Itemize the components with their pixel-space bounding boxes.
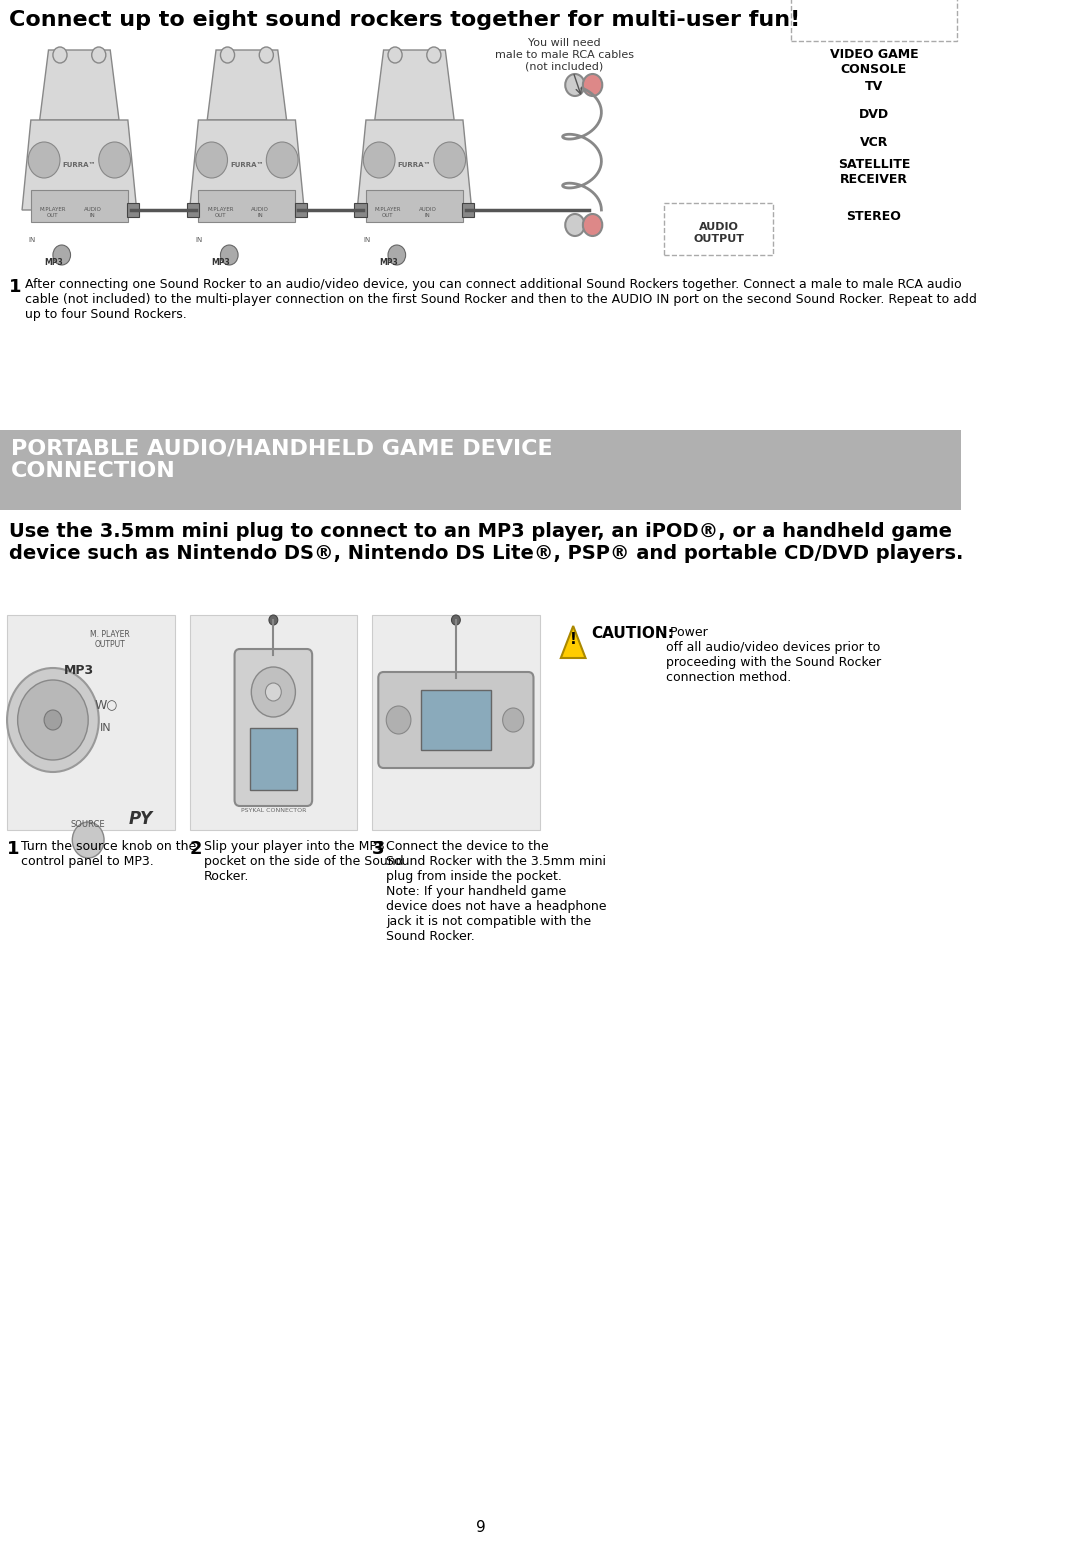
FancyBboxPatch shape	[187, 202, 199, 218]
Polygon shape	[375, 49, 455, 120]
Text: IN: IN	[28, 236, 36, 242]
Text: AUDIO
IN: AUDIO IN	[84, 207, 101, 218]
Text: Connect the device to the
Sound Rocker with the 3.5mm mini
plug from inside the : Connect the device to the Sound Rocker w…	[386, 840, 607, 943]
Polygon shape	[39, 49, 119, 120]
Circle shape	[72, 821, 104, 858]
Text: SATELLITE
RECEIVER: SATELLITE RECEIVER	[838, 157, 910, 185]
Text: FURRA™: FURRA™	[62, 162, 96, 168]
FancyBboxPatch shape	[198, 190, 295, 222]
Circle shape	[266, 682, 281, 701]
Text: You will need
male to male RCA cables
(not included): You will need male to male RCA cables (n…	[495, 39, 634, 71]
Text: IN: IN	[196, 236, 203, 242]
FancyBboxPatch shape	[190, 615, 358, 831]
Circle shape	[259, 46, 274, 63]
Text: Slip your player into the MP3
pocket on the side of the Sound
Rocker.: Slip your player into the MP3 pocket on …	[204, 840, 403, 883]
Circle shape	[566, 215, 584, 236]
Text: CAUTION:: CAUTION:	[591, 625, 674, 641]
Text: Use the 3.5mm mini plug to connect to an MP3 player, an iPOD®, or a handheld gam: Use the 3.5mm mini plug to connect to an…	[9, 522, 964, 564]
Circle shape	[28, 142, 60, 178]
Circle shape	[269, 615, 278, 625]
Text: 1: 1	[7, 840, 20, 858]
Circle shape	[451, 615, 460, 625]
Circle shape	[53, 46, 66, 63]
Circle shape	[434, 142, 465, 178]
Text: MP3: MP3	[211, 258, 230, 267]
Text: MP3: MP3	[44, 258, 63, 267]
Circle shape	[92, 46, 106, 63]
Circle shape	[252, 667, 295, 716]
FancyBboxPatch shape	[366, 190, 463, 222]
Circle shape	[386, 706, 411, 733]
Polygon shape	[207, 49, 287, 120]
Text: IN: IN	[363, 236, 371, 242]
Text: TV: TV	[864, 80, 883, 93]
Text: STEREO: STEREO	[847, 210, 901, 222]
Text: M. PLAYER
OUTPUT: M. PLAYER OUTPUT	[90, 630, 130, 650]
FancyBboxPatch shape	[462, 202, 474, 218]
Text: Turn the source knob on the
control panel to MP3.: Turn the source knob on the control pane…	[21, 840, 196, 868]
Text: AUDIO
OUTPUT: AUDIO OUTPUT	[693, 222, 744, 244]
Circle shape	[220, 46, 234, 63]
Circle shape	[583, 74, 603, 96]
Circle shape	[7, 669, 99, 772]
Text: PY: PY	[129, 811, 154, 828]
Circle shape	[502, 709, 524, 732]
Text: VCR: VCR	[860, 136, 888, 150]
Text: MP3: MP3	[64, 664, 95, 676]
Text: PSYKAL CONNECTOR: PSYKAL CONNECTOR	[241, 808, 306, 814]
Text: AUDIO
IN: AUDIO IN	[419, 207, 437, 218]
Circle shape	[388, 46, 402, 63]
FancyBboxPatch shape	[234, 648, 312, 806]
Text: Connect up to eight sound rockers together for multi-user fun!: Connect up to eight sound rockers togeth…	[9, 9, 800, 29]
Text: 1: 1	[9, 278, 22, 296]
Text: Power
off all audio/video devices prior to
proceeding with the Sound Rocker
conn: Power off all audio/video devices prior …	[666, 625, 881, 684]
Text: M.PLAYER
OUT: M.PLAYER OUT	[207, 207, 233, 218]
Text: M.PLAYER
OUT: M.PLAYER OUT	[375, 207, 401, 218]
Text: IN: IN	[100, 723, 111, 733]
Circle shape	[44, 710, 62, 730]
Circle shape	[266, 142, 298, 178]
FancyBboxPatch shape	[250, 729, 298, 791]
Text: SOURCE: SOURCE	[71, 820, 106, 829]
Polygon shape	[22, 120, 136, 210]
FancyBboxPatch shape	[126, 202, 140, 218]
Circle shape	[99, 142, 131, 178]
Circle shape	[427, 46, 441, 63]
Polygon shape	[358, 120, 472, 210]
Polygon shape	[190, 120, 304, 210]
Circle shape	[196, 142, 228, 178]
FancyBboxPatch shape	[372, 615, 540, 831]
Text: MP3: MP3	[379, 258, 398, 267]
FancyBboxPatch shape	[791, 0, 957, 42]
Text: PORTABLE AUDIO/HANDHELD GAME DEVICE
CONNECTION: PORTABLE AUDIO/HANDHELD GAME DEVICE CONN…	[11, 438, 553, 482]
Text: !: !	[570, 633, 577, 647]
FancyBboxPatch shape	[664, 202, 773, 255]
Circle shape	[583, 215, 603, 236]
FancyBboxPatch shape	[7, 615, 174, 831]
Text: AUDIO
IN: AUDIO IN	[251, 207, 269, 218]
Text: 9: 9	[475, 1519, 485, 1535]
FancyBboxPatch shape	[31, 190, 128, 222]
FancyBboxPatch shape	[354, 202, 367, 218]
Circle shape	[363, 142, 395, 178]
Bar	[0, 429, 961, 510]
Text: FURRA™: FURRA™	[398, 162, 432, 168]
Text: 2: 2	[190, 840, 202, 858]
Circle shape	[388, 245, 405, 266]
Text: W○: W○	[94, 698, 118, 712]
Circle shape	[566, 74, 584, 96]
Text: DVD: DVD	[859, 108, 889, 120]
FancyBboxPatch shape	[421, 690, 492, 750]
Text: After connecting one Sound Rocker to an audio/video device, you can connect addi: After connecting one Sound Rocker to an …	[25, 278, 977, 321]
FancyBboxPatch shape	[294, 202, 307, 218]
Text: M.PLAYER
OUT: M.PLAYER OUT	[39, 207, 66, 218]
Text: FURRA™: FURRA™	[230, 162, 264, 168]
FancyBboxPatch shape	[378, 672, 533, 767]
Text: VIDEO GAME
CONSOLE: VIDEO GAME CONSOLE	[829, 48, 918, 76]
Circle shape	[17, 679, 88, 760]
Text: 3: 3	[372, 840, 385, 858]
Circle shape	[53, 245, 71, 266]
Polygon shape	[561, 625, 585, 658]
Circle shape	[220, 245, 238, 266]
